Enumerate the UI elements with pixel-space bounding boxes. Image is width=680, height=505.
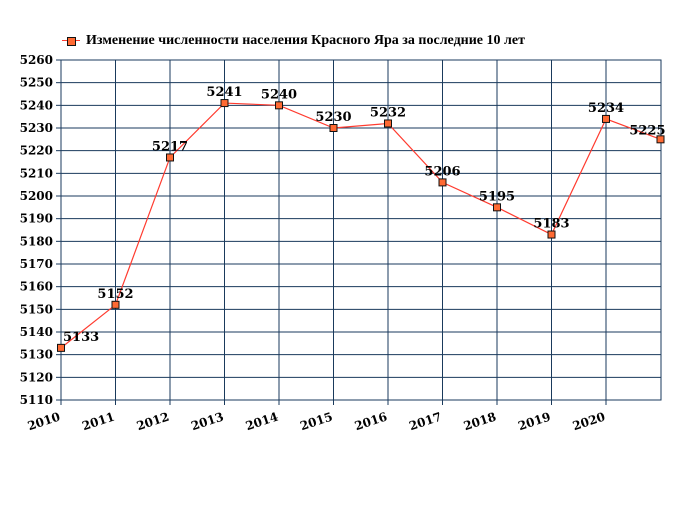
y-tick-label: 5240 (20, 98, 53, 112)
data-label: 5241 (206, 85, 242, 100)
x-tick-label: 2017 (407, 410, 443, 434)
chart-legend: Изменение численности населения Красного… (62, 31, 525, 51)
data-label: 5133 (63, 330, 99, 345)
data-point-marker (493, 203, 501, 212)
data-point-marker (275, 101, 283, 110)
data-point-marker (656, 135, 665, 144)
x-tick-label: 2014 (244, 410, 280, 434)
data-point-marker (57, 343, 65, 352)
data-label: 5206 (424, 164, 460, 179)
data-point-marker (329, 124, 338, 132)
series-line (60, 102, 661, 349)
y-tick-label: 5260 (20, 53, 53, 67)
y-tick-label: 5180 (20, 234, 53, 248)
y-tick-label: 5220 (20, 144, 53, 158)
y-tick-label: 5140 (20, 325, 53, 339)
data-label: 5240 (261, 87, 297, 102)
data-label: 5232 (370, 105, 406, 120)
y-tick-label: 5110 (20, 393, 53, 407)
plot-frame (60, 59, 662, 401)
data-label: 5183 (533, 217, 569, 232)
y-tick-label: 5160 (20, 280, 53, 294)
legend-series-label: Изменение численности населения Красного… (86, 33, 525, 48)
data-label: 5225 (629, 123, 665, 138)
data-point-marker (438, 178, 447, 187)
data-label: 5234 (588, 101, 624, 116)
data-point-marker (547, 230, 556, 239)
data-label: 5230 (315, 110, 351, 125)
data-point-marker (111, 300, 120, 309)
y-tick-label: 5250 (20, 76, 53, 90)
y-tick-label: 5200 (20, 189, 53, 203)
x-tick-label: 2012 (135, 410, 171, 434)
x-tick-label: 2020 (571, 410, 607, 434)
x-tick-label: 2015 (298, 410, 334, 434)
x-tick-label: 2011 (80, 410, 116, 434)
x-tick-label: 2018 (462, 410, 498, 434)
y-tick-label: 5170 (20, 257, 53, 271)
data-point-marker (220, 99, 229, 108)
data-label: 5217 (152, 139, 188, 154)
x-tick-label: 2019 (516, 410, 552, 434)
data-point-marker (166, 153, 174, 162)
x-tick-label: 2013 (189, 410, 225, 434)
y-tick-label: 5230 (20, 121, 53, 135)
y-tick-label: 5150 (20, 302, 53, 316)
data-label: 5195 (479, 189, 515, 204)
y-tick-label: 5210 (20, 166, 53, 180)
y-tick-label: 5120 (20, 370, 53, 384)
data-point-marker (602, 114, 610, 123)
y-tick-label: 5190 (20, 212, 53, 226)
legend-marker-icon (62, 35, 80, 47)
data-label: 5152 (97, 287, 133, 302)
y-tick-label: 5130 (20, 348, 53, 362)
data-point-marker (384, 119, 392, 128)
x-tick-label: 2016 (353, 410, 389, 434)
x-tick-label: 2010 (26, 410, 62, 434)
